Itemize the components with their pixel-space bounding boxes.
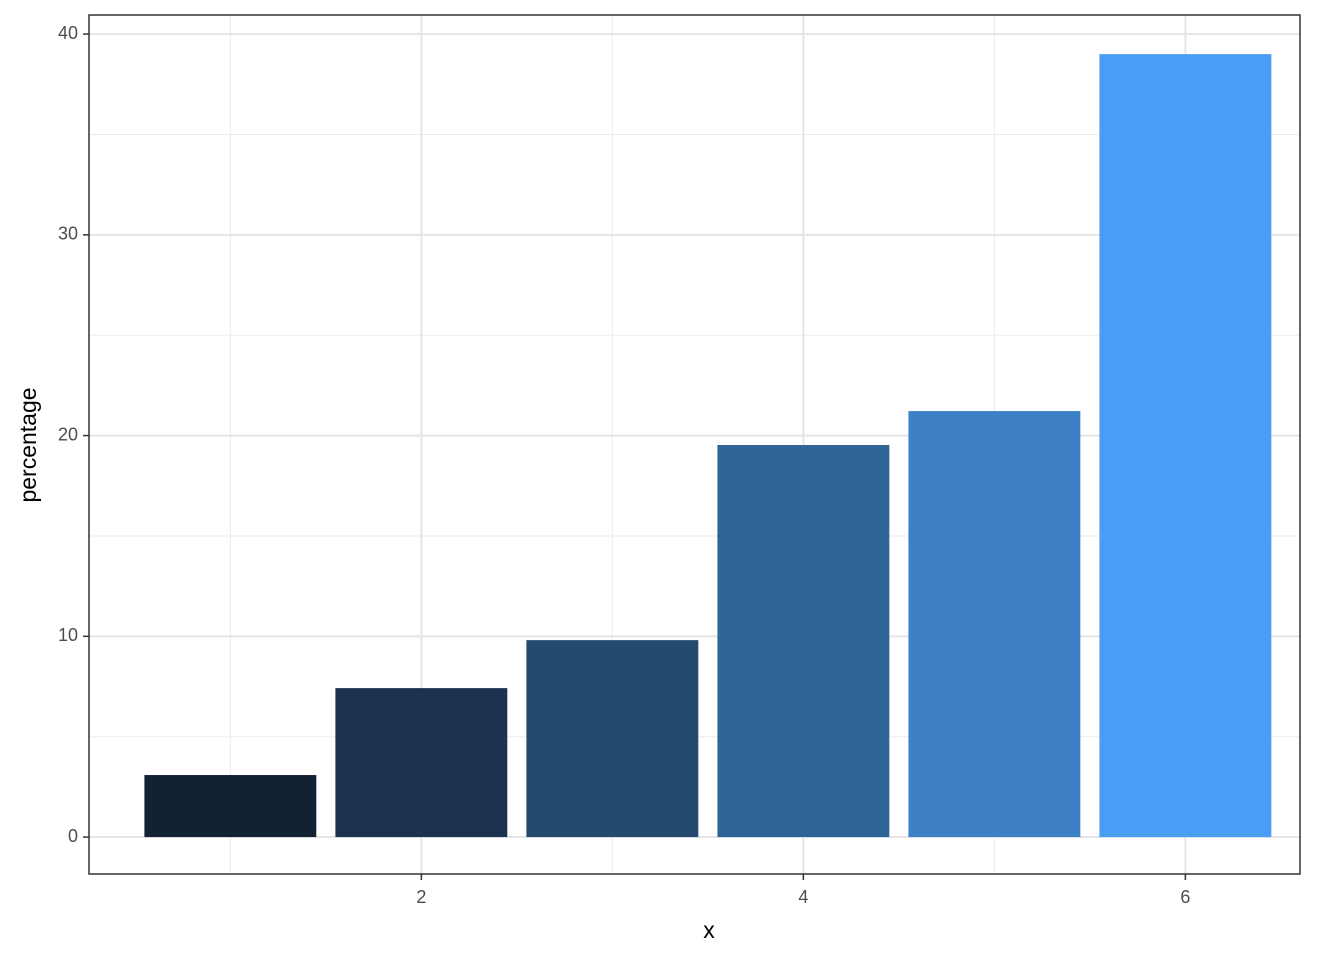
x-tick-label: 2 <box>416 887 426 907</box>
y-axis-title: percentage <box>15 387 41 502</box>
bar <box>335 688 508 838</box>
y-tick-label: 0 <box>68 826 78 846</box>
bar <box>717 445 890 838</box>
bar <box>908 411 1081 838</box>
y-tick-label: 40 <box>58 23 78 43</box>
bar <box>1099 54 1272 838</box>
y-tick-label: 20 <box>58 424 78 444</box>
panel-border <box>88 14 1301 875</box>
x-tick-label: 4 <box>798 887 808 907</box>
y-tick-label: 10 <box>58 625 78 645</box>
x-axis-title: x <box>703 917 715 943</box>
y-tick-label: 30 <box>58 224 78 244</box>
x-tick-label: 6 <box>1180 887 1190 907</box>
bar <box>526 640 699 838</box>
bar <box>144 775 317 838</box>
